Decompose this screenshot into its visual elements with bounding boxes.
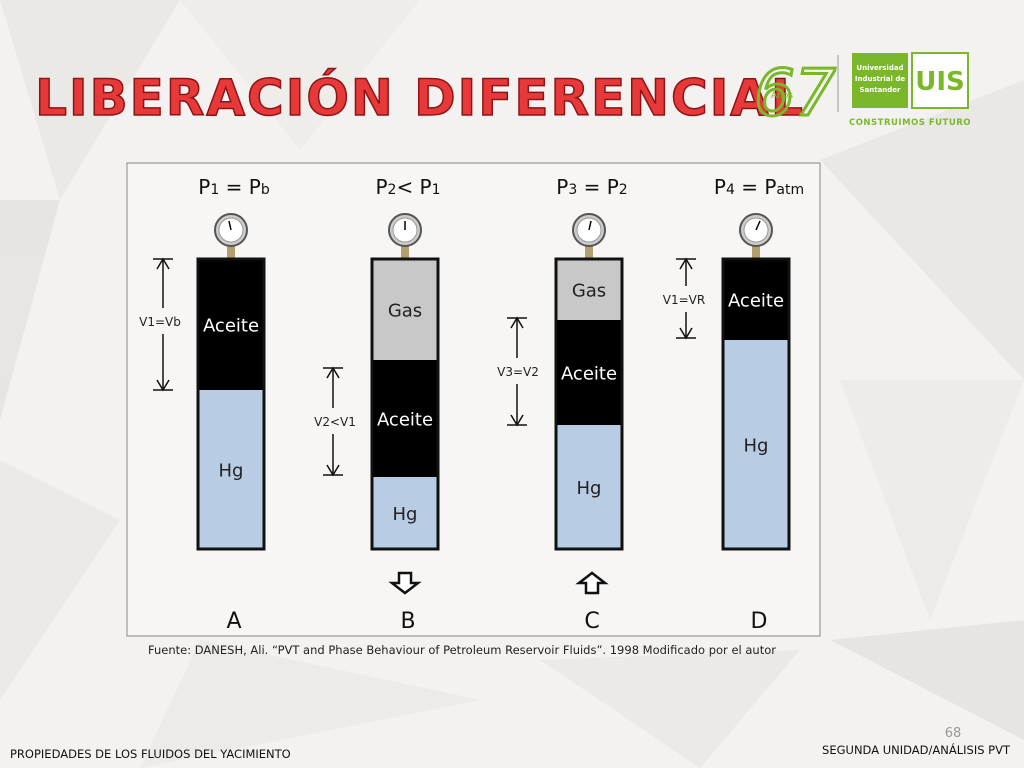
pressure-text: P [198,175,210,199]
stage: P4 = Patm Aceite Hg V1=VR D [663,175,804,634]
pressure-subscript: 4 [726,182,735,198]
pressure-text: P [375,175,387,199]
footer-right: SEGUNDA UNIDAD/ANÁLISIS PVT [822,742,1011,757]
marker-arrowhead [679,327,693,340]
segment-label: Gas [572,281,606,302]
footer-left: PROPIEDADES DE LOS FLUIDOS DEL YACIMIENT… [10,747,291,761]
segment-label: Aceite [203,316,259,337]
volume-label: V2<V1 [314,415,356,429]
segment-label: Hg [744,436,769,457]
page-number: 68 [945,726,962,741]
gauge-stem [401,244,409,259]
cylinder-segment [723,259,789,340]
volume-label: V1=Vb [139,315,181,329]
gauge-stem [585,244,593,259]
cylinder-outline [196,257,266,551]
segment-label: Hg [219,461,244,482]
marker-arrowhead [510,316,524,329]
marker-arrowhead [326,464,340,477]
stage-letter: A [226,609,241,634]
pressure-subscript: 2 [388,182,397,198]
segment-label: Hg [577,478,602,499]
volume-label: V1=VR [663,293,705,307]
pressure-text: = P [219,175,261,199]
stage: P1 = Pb Aceite Hg V1=Vb A [139,175,270,634]
volume-marker [676,257,696,340]
gauge-stem [752,244,760,259]
volume-label: V3=V2 [497,365,539,379]
pressure-subscript: 2 [619,182,628,198]
logo-line: Santander [859,86,901,94]
cylinder-segment [723,340,789,549]
segment-label: Aceite [377,410,433,431]
marker-arrowhead [326,366,340,379]
cylinder-segment [198,259,264,390]
pressure-subscript: 3 [568,182,577,198]
pressure-text: = P [735,175,777,199]
cylinder-segment [556,259,622,320]
pressure-subscript: atm [776,182,804,198]
cylinder-outline [554,257,624,551]
stage-letter: C [584,609,599,634]
logo-line: Industrial de [855,75,906,83]
gauge-needle [755,220,761,231]
pressure-label: P1 = Pb [198,175,270,199]
cylinder-segment [556,425,622,549]
gauge-needle [588,220,592,231]
pressure-text: = P [577,175,619,199]
logo-acronym: UIS [915,67,965,97]
gauge-needle [228,220,232,231]
gauge-stem [227,244,235,259]
logo-anos: Años [771,91,793,101]
marker-arrowhead [156,379,170,392]
pressure-gauge [388,213,422,259]
segment-label: Aceite [561,364,617,385]
pressure-subscript: b [261,182,270,198]
pressure-subscript: 1 [432,182,441,198]
piston-arrow [575,571,609,595]
stage-letter: D [751,609,768,634]
pressure-label: P2< P1 [375,175,440,199]
cylinder-segment [372,259,438,360]
segment-label: Aceite [728,291,784,312]
cylinder-segment [556,320,622,425]
pressure-label: P3 = P2 [556,175,627,199]
cylinder-outline [370,257,440,551]
marker-arrowhead [156,257,170,270]
marker-arrowhead [510,414,524,427]
pressure-label: P4 = Patm [714,175,804,199]
pressure-text: P [714,175,726,199]
pressure-gauge [214,213,248,259]
stage: P3 = P2 Gas Aceite Hg V3=V2 C [497,175,628,634]
cylinder-segment [372,360,438,477]
source-note: Fuente: DANESH, Ali. “PVT and Phase Beha… [148,643,776,657]
cylinder-outline [721,257,791,551]
stage: P2< P1 Gas Aceite Hg V2<V1 B [314,175,440,634]
pressure-text: P [556,175,568,199]
logo-motto: CONSTRUIMOS FUTURO [849,118,971,128]
volume-marker [323,366,343,477]
cylinder-segment [372,477,438,549]
logo-line: Universidad [856,64,903,72]
marker-arrowhead [679,257,693,270]
segment-label: Hg [393,504,418,525]
pressure-gauge [572,213,606,259]
volume-marker [153,257,173,392]
anniversary-logo: 67 Años [753,55,839,133]
pressure-gauge [739,213,773,259]
pressure-subscript: 1 [210,182,219,198]
segment-label: Gas [388,301,422,322]
university-logo: Universidad Industrial de Santander UIS … [849,52,971,128]
slide-title: LIBERACIÓN DIFERENCIAL [35,68,805,127]
cylinder-segment [198,390,264,549]
piston-arrow [388,571,422,595]
stage-letter: B [400,609,415,634]
volume-marker [507,316,527,427]
logo-67: 67 [754,57,836,131]
pressure-text: < P [396,175,431,199]
